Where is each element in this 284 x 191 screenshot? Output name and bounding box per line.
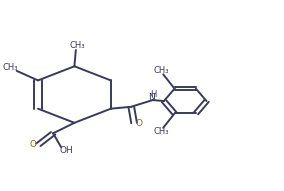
Text: CH₃: CH₃ — [70, 41, 85, 50]
Text: CH₃: CH₃ — [3, 63, 18, 72]
Text: O: O — [30, 140, 37, 149]
Text: O: O — [136, 118, 143, 128]
Text: N: N — [148, 93, 155, 103]
Text: OH: OH — [59, 146, 73, 155]
Text: CH₃: CH₃ — [153, 66, 169, 75]
Text: H: H — [150, 90, 156, 99]
Text: CH₃: CH₃ — [153, 127, 169, 136]
